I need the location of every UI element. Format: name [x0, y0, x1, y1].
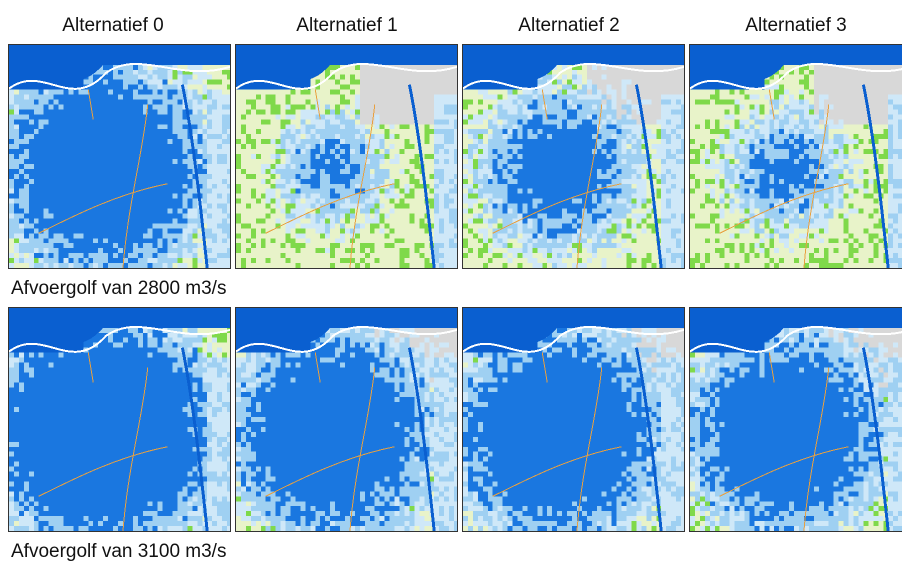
canal-line	[634, 347, 663, 531]
dike-line	[9, 326, 230, 353]
flood-map-3100-alt-0	[8, 307, 231, 532]
road-lines	[38, 89, 168, 268]
dike-line	[9, 63, 230, 90]
river-area	[463, 308, 684, 346]
flood-map-3100-alt-2	[462, 307, 685, 532]
river-area	[690, 308, 902, 346]
dike-line	[463, 326, 684, 353]
flood-map-graphic	[690, 308, 902, 531]
river-area	[236, 45, 457, 83]
road-lines	[265, 352, 395, 531]
flood-map-graphic	[690, 45, 902, 268]
flood-map-graphic	[9, 45, 230, 268]
row-caption-2800: Afvoergolf van 2800 m3/s	[11, 278, 227, 299]
canal-line	[180, 84, 209, 268]
flood-map-2800-alt-2	[462, 44, 685, 269]
flood-map-3100-alt-1	[235, 307, 458, 532]
canal-line	[180, 347, 209, 531]
river-area	[463, 45, 684, 83]
canal-line	[407, 347, 436, 531]
flood-map-2800-alt-1	[235, 44, 458, 269]
dike-line	[236, 63, 457, 90]
canal-line	[634, 84, 663, 268]
flood-map-graphic	[463, 45, 684, 268]
flood-map-2800-alt-0	[8, 44, 231, 269]
column-title-alt-2: Alternatief 2	[518, 15, 620, 36]
column-title-alt-3: Alternatief 3	[745, 15, 847, 36]
canal-line	[407, 84, 436, 268]
dike-line	[236, 326, 457, 353]
flood-map-graphic	[236, 45, 457, 268]
flood-map-3100-alt-3	[689, 307, 902, 532]
river-area	[236, 308, 457, 346]
river-area	[9, 45, 230, 83]
dike-line	[463, 63, 684, 90]
river-area	[9, 308, 230, 346]
road-lines	[719, 89, 849, 268]
dike-line	[690, 63, 902, 90]
road-lines	[38, 352, 168, 531]
road-lines	[492, 89, 622, 268]
flood-map-graphic	[9, 308, 230, 531]
road-lines	[492, 352, 622, 531]
canal-line	[861, 84, 890, 268]
road-lines	[265, 89, 395, 268]
flood-map-graphic	[463, 308, 684, 531]
dike-line	[690, 326, 902, 353]
flood-map-graphic	[236, 308, 457, 531]
road-lines	[719, 352, 849, 531]
flood-map-2800-alt-3	[689, 44, 902, 269]
canal-line	[861, 347, 890, 531]
row-caption-3100: Afvoergolf van 3100 m3/s	[11, 541, 227, 562]
river-area	[690, 45, 902, 83]
column-title-alt-1: Alternatief 1	[296, 15, 398, 36]
column-title-alt-0: Alternatief 0	[62, 15, 164, 36]
